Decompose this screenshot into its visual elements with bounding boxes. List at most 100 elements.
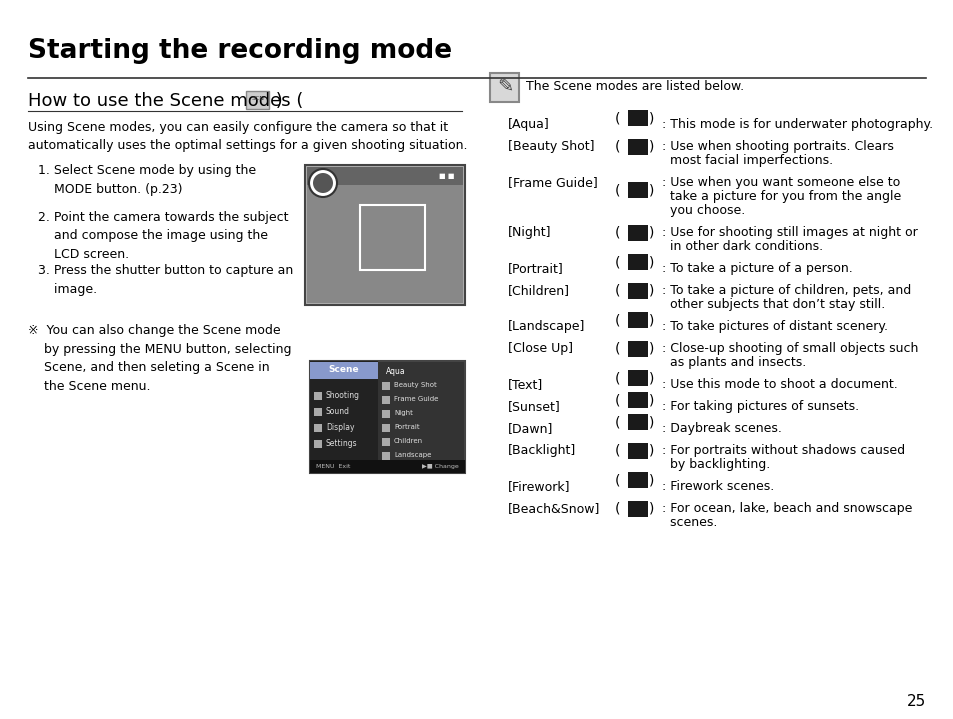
Bar (627, 472, 647, 488)
Text: : For portraits without shadows caused: : For portraits without shadows caused (661, 444, 904, 457)
Circle shape (313, 173, 333, 193)
Bar (307, 167, 462, 303)
Bar (314, 392, 322, 400)
Bar (381, 424, 390, 432)
Text: ): ) (649, 371, 654, 385)
Text: : Close-up shooting of small objects such: : Close-up shooting of small objects suc… (661, 342, 918, 355)
Text: Children: Children (394, 438, 423, 444)
Text: ): ) (649, 444, 654, 458)
Bar (381, 410, 390, 418)
Text: take a picture for you from the angle: take a picture for you from the angle (661, 190, 901, 203)
Text: : To take a picture of a person.: : To take a picture of a person. (661, 262, 852, 275)
Text: [Sunset]: [Sunset] (507, 400, 560, 413)
Text: How to use the Scene modes (: How to use the Scene modes ( (28, 92, 303, 110)
Bar (310, 361, 464, 473)
Bar (627, 414, 647, 430)
Text: (: ( (615, 371, 620, 385)
Text: ※  You can also change the Scene mode
    by pressing the MENU button, selecting: ※ You can also change the Scene mode by … (28, 324, 292, 393)
Text: Landscape: Landscape (394, 452, 431, 458)
Text: (: ( (615, 473, 620, 487)
Text: ▶■ Change: ▶■ Change (422, 464, 458, 469)
Text: [Children]: [Children] (507, 284, 569, 297)
Text: ): ) (649, 502, 654, 516)
Text: most facial imperfections.: most facial imperfections. (661, 154, 832, 167)
Text: MENU  Exit: MENU Exit (315, 464, 350, 469)
Bar (381, 382, 390, 390)
Bar (627, 225, 647, 241)
Text: (: ( (615, 111, 620, 125)
Bar (381, 438, 390, 446)
Text: : For taking pictures of sunsets.: : For taking pictures of sunsets. (661, 400, 859, 413)
Text: (: ( (615, 183, 620, 197)
Text: [Firework]: [Firework] (507, 480, 570, 493)
Text: : This mode is for underwater photography.: : This mode is for underwater photograph… (661, 118, 932, 131)
Text: : Firework scenes.: : Firework scenes. (661, 480, 774, 493)
Text: ): ) (649, 393, 654, 407)
Text: : Use this mode to shoot a document.: : Use this mode to shoot a document. (661, 378, 897, 391)
Bar (627, 341, 647, 357)
Text: ■ ■: ■ ■ (439, 173, 455, 179)
Bar (314, 424, 322, 432)
Text: [Frame Guide]: [Frame Guide] (507, 176, 598, 189)
Bar (381, 396, 390, 404)
Text: [Landscape]: [Landscape] (507, 320, 585, 333)
FancyBboxPatch shape (246, 91, 269, 109)
Text: ): ) (649, 183, 654, 197)
Text: ): ) (649, 111, 654, 125)
Text: ): ) (649, 226, 654, 240)
Text: (: ( (615, 444, 620, 458)
Text: (: ( (615, 502, 620, 516)
Text: (: ( (615, 255, 620, 269)
Text: 1. Select Scene mode by using the
    MODE button. (p.23): 1. Select Scene mode by using the MODE b… (38, 164, 255, 196)
Text: ): ) (649, 313, 654, 327)
Text: Portrait: Portrait (394, 424, 419, 430)
Bar (627, 370, 647, 386)
Text: 25: 25 (905, 694, 925, 708)
Text: Display: Display (326, 423, 355, 431)
Text: : To take pictures of distant scenery.: : To take pictures of distant scenery. (661, 320, 887, 333)
Text: Beauty Shot: Beauty Shot (394, 382, 436, 388)
Text: (: ( (615, 226, 620, 240)
Text: The Scene modes are listed below.: The Scene modes are listed below. (525, 80, 743, 93)
Text: Starting the recording mode: Starting the recording mode (28, 38, 452, 64)
Bar (627, 283, 647, 299)
Text: ): ) (649, 284, 654, 298)
Text: ): ) (649, 415, 654, 429)
Text: by backlighting.: by backlighting. (661, 458, 769, 471)
Bar (314, 440, 322, 448)
Text: [Portrait]: [Portrait] (507, 262, 563, 275)
Bar (310, 361, 377, 473)
Text: [Beauty Shot]: [Beauty Shot] (507, 140, 594, 153)
Text: ): ) (270, 92, 282, 110)
Text: SCN: SCN (252, 96, 264, 101)
Bar (381, 452, 390, 460)
Text: (: ( (615, 140, 620, 154)
Bar (627, 182, 647, 198)
Text: scenes.: scenes. (661, 516, 717, 529)
Bar (314, 408, 322, 416)
Bar (310, 362, 377, 379)
Text: [Close Up]: [Close Up] (507, 342, 573, 355)
Bar (359, 205, 424, 270)
Bar (627, 501, 647, 517)
Text: 2. Point the camera towards the subject
    and compose the image using the
    : 2. Point the camera towards the subject … (38, 211, 288, 261)
Text: Sound: Sound (326, 406, 350, 416)
Text: 3. Press the shutter button to capture an
    image.: 3. Press the shutter button to capture a… (38, 264, 293, 296)
Bar (307, 167, 462, 185)
Text: : Use when you want someone else to: : Use when you want someone else to (661, 176, 900, 189)
Text: : For ocean, lake, beach and snowscape: : For ocean, lake, beach and snowscape (661, 502, 911, 515)
Text: ): ) (649, 342, 654, 356)
Bar (310, 460, 464, 473)
Bar (627, 139, 647, 155)
Text: (: ( (615, 342, 620, 356)
Text: (: ( (615, 284, 620, 298)
Text: Using Scene modes, you can easily configure the camera so that it
automatically : Using Scene modes, you can easily config… (28, 121, 467, 152)
Bar (305, 165, 464, 305)
Text: Scene: Scene (329, 365, 359, 375)
Text: as plants and insects.: as plants and insects. (661, 356, 805, 369)
Bar (627, 110, 647, 126)
Text: Aqua: Aqua (386, 367, 405, 375)
Text: Night: Night (394, 410, 413, 416)
Text: Shooting: Shooting (326, 390, 359, 400)
Text: : To take a picture of children, pets, and: : To take a picture of children, pets, a… (661, 284, 910, 297)
